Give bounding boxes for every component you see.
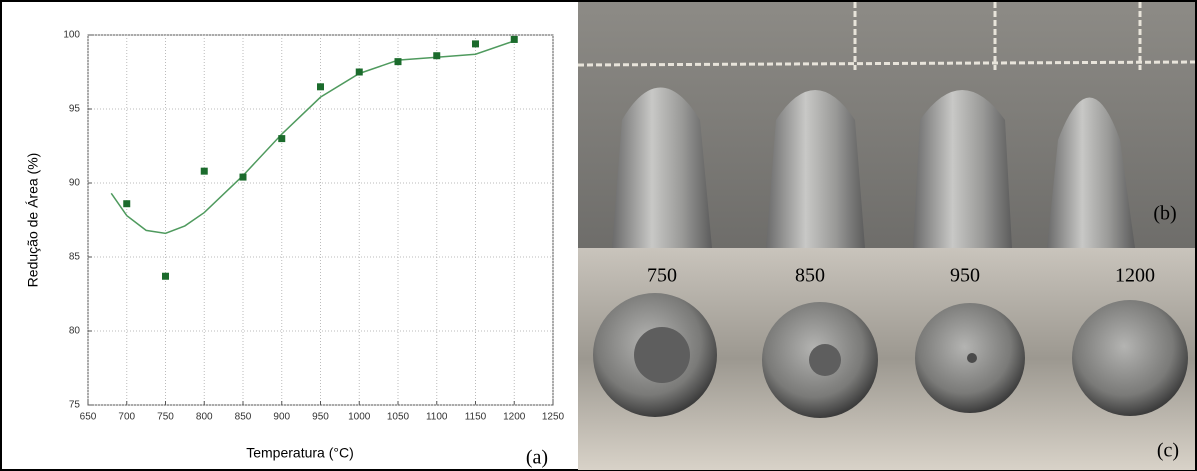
x-tick-label: 1150 — [465, 412, 487, 423]
point — [394, 58, 402, 66]
point — [433, 52, 441, 60]
neck — [809, 344, 841, 376]
bullet — [612, 87, 712, 248]
x-tick-label: 750 — [157, 412, 174, 423]
x-tick-label: 1100 — [426, 412, 448, 423]
panel-label: (b) — [1153, 203, 1176, 225]
temperature-label: 950 — [950, 265, 980, 287]
fit-line — [110, 40, 515, 235]
point — [123, 200, 131, 208]
point — [355, 68, 363, 76]
temperature-label: 850 — [795, 265, 825, 287]
point — [510, 35, 518, 43]
x-tick-label: 1000 — [348, 412, 371, 423]
point — [472, 40, 479, 48]
point — [239, 173, 247, 181]
x-tick-label: 800 — [196, 412, 213, 423]
x-tick-label: 700 — [118, 412, 135, 423]
y-tick-label: 95 — [69, 104, 81, 115]
neck — [634, 327, 690, 383]
x-tick-label: 650 — [80, 412, 97, 423]
temperature-label: 750 — [647, 265, 677, 287]
panel-label: (a) — [526, 447, 548, 469]
x-tick-label: 900 — [273, 412, 290, 423]
y-tick-label: 80 — [69, 326, 81, 337]
bullet — [766, 90, 865, 248]
fracture-surface — [1072, 300, 1188, 416]
x-tick-label: 850 — [235, 412, 252, 423]
point — [317, 83, 324, 91]
panel-label: (c) — [1157, 440, 1179, 462]
bullet — [1047, 97, 1135, 248]
y-tick-label: 85 — [69, 252, 81, 263]
x-tick-label: 950 — [312, 412, 329, 423]
chart-panel: Temperatura (°C) Redução de Área (%) (a)… — [25, 30, 565, 469]
x-tick-label: 1200 — [503, 412, 526, 423]
bullet — [913, 90, 1012, 248]
point — [162, 272, 169, 280]
plot-area — [87, 34, 554, 406]
x-tick-label: 1050 — [387, 412, 410, 423]
scale-line — [577, 60, 1196, 67]
point — [278, 135, 286, 143]
y-axis-label: Redução de Área (%) — [25, 153, 41, 288]
y-tick-label: 100 — [63, 30, 80, 41]
point — [200, 167, 208, 175]
neck — [967, 353, 977, 363]
y-tick-label: 75 — [69, 400, 81, 411]
x-axis-label: Temperatura (°C) — [246, 445, 354, 461]
y-tick-label: 90 — [69, 178, 81, 189]
temperature-label: 1200 — [1115, 265, 1155, 287]
x-tick-label: 1250 — [542, 412, 565, 423]
photo-panel: (b) (c) 750 850 950 1200 — [577, 2, 1196, 470]
